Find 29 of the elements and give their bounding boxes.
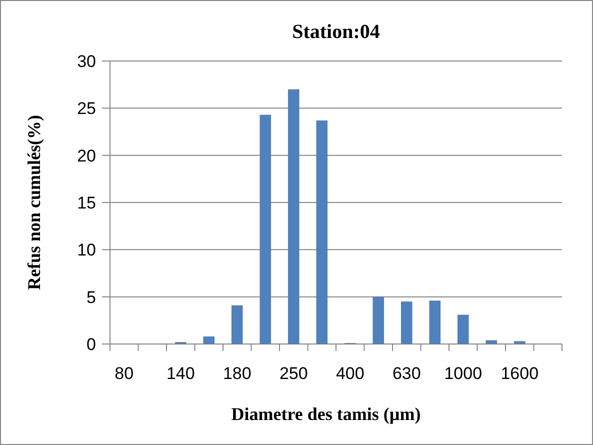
bar <box>288 89 300 344</box>
y-tick-label: 30 <box>77 52 96 71</box>
y-axis-title: Refus non cumulés(%) <box>24 114 44 290</box>
x-tick-label: 630 <box>392 364 421 383</box>
bar <box>429 300 441 344</box>
y-tick-label: 5 <box>86 288 96 307</box>
x-axis-title: Diametre des tamis (µm) <box>231 404 421 424</box>
bar <box>203 336 215 344</box>
bar <box>372 296 384 344</box>
x-tick-label: 400 <box>336 364 364 383</box>
bar <box>316 120 328 344</box>
bar <box>231 305 243 344</box>
bar <box>486 340 498 344</box>
x-tick-label: 180 <box>222 364 252 383</box>
bar <box>260 114 272 344</box>
y-tick-label: 20 <box>77 146 96 166</box>
bar <box>514 341 526 344</box>
x-tick-label: 80 <box>114 364 134 383</box>
bar <box>457 314 469 344</box>
y-tick-label: 0 <box>86 334 96 354</box>
x-tick-label: 250 <box>279 364 308 383</box>
x-tick-label: 1600 <box>500 364 539 383</box>
x-tick-label: 140 <box>166 364 195 383</box>
chart-title: Station:04 <box>292 21 380 43</box>
x-tick-label: 1000 <box>444 364 482 383</box>
y-tick-label: 25 <box>77 99 96 118</box>
bar <box>400 302 412 344</box>
y-tick-label: 10 <box>77 240 96 260</box>
y-tick-label: 15 <box>77 193 96 212</box>
